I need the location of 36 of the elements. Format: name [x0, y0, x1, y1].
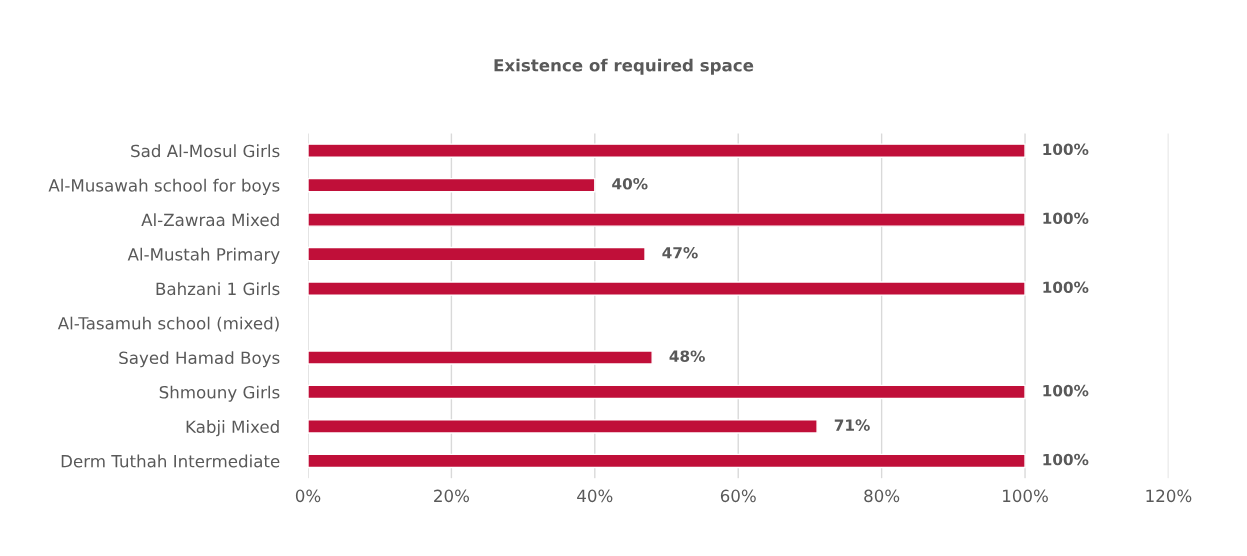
bar: [308, 212, 1026, 227]
data-label: 47%: [662, 246, 698, 259]
y-tick-label: Sad Al-Mosul Girls: [131, 144, 280, 158]
x-tick-label: 20%: [434, 489, 470, 503]
bar: [308, 384, 1026, 400]
chart-title: Existence of required space: [494, 58, 754, 75]
x-tick-label: 100%: [1003, 489, 1048, 503]
data-label: 100%: [1043, 384, 1089, 397]
data-label: 100%: [1043, 453, 1089, 466]
y-tick-label: Al-Mustah Primary: [127, 247, 280, 264]
x-tick-label: 60%: [720, 489, 756, 503]
bar: [308, 419, 818, 434]
bar: [308, 453, 1026, 469]
data-label: 100%: [1043, 143, 1089, 156]
y-tick-label: Bahzani 1 Girls: [156, 282, 280, 296]
x-tick-label: 40%: [577, 489, 613, 503]
data-label: 48%: [669, 350, 705, 362]
bar: [308, 246, 646, 262]
y-tick-label: Al-Musawah school for boys: [48, 178, 280, 195]
x-tick-label: 0%: [295, 489, 321, 503]
data-label: 100%: [1043, 212, 1089, 225]
x-tick-label: 120%: [1146, 489, 1192, 503]
bar: [308, 143, 1026, 158]
y-tick-label: Shmouny Girls: [159, 385, 280, 402]
y-tick-label: Sayed Hamad Boys: [119, 351, 280, 368]
y-tick-label: Derm Tuthah Intermediate: [61, 454, 280, 468]
data-label: 100%: [1043, 281, 1089, 293]
data-label: 40%: [612, 178, 648, 190]
x-tick-label: 80%: [864, 489, 900, 503]
y-tick-label: Al-Zawraa Mixed: [141, 213, 279, 227]
bar: [308, 350, 653, 365]
data-label: 71%: [834, 419, 870, 431]
bar: [308, 281, 1026, 296]
y-tick-label: Kabji Mixed: [186, 420, 279, 437]
bar: [308, 177, 596, 193]
y-tick-label: Al-Tasamuh school (mixed): [57, 316, 279, 332]
